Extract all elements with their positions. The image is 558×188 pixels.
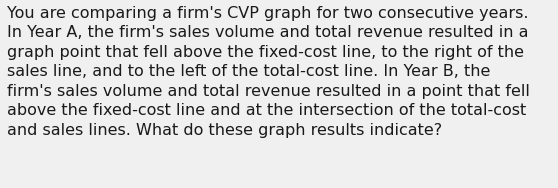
- Text: You are comparing a firm's CVP graph for two consecutive years.
In Year A, the f: You are comparing a firm's CVP graph for…: [7, 6, 530, 138]
